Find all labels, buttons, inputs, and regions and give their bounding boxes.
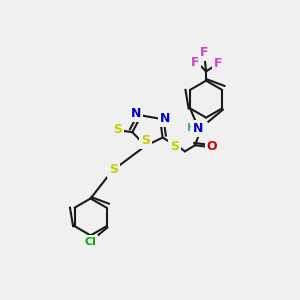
Text: O: O <box>207 140 217 152</box>
Text: N: N <box>160 112 171 125</box>
Text: F: F <box>191 56 200 69</box>
Text: S: S <box>141 134 150 147</box>
Text: S: S <box>170 140 179 153</box>
Text: N: N <box>193 122 203 135</box>
Text: S: S <box>113 123 122 136</box>
Text: F: F <box>200 46 209 59</box>
Text: H: H <box>187 123 196 133</box>
Text: S: S <box>109 164 118 176</box>
Text: F: F <box>214 57 223 70</box>
Text: Cl: Cl <box>85 237 97 247</box>
Text: N: N <box>131 107 141 120</box>
